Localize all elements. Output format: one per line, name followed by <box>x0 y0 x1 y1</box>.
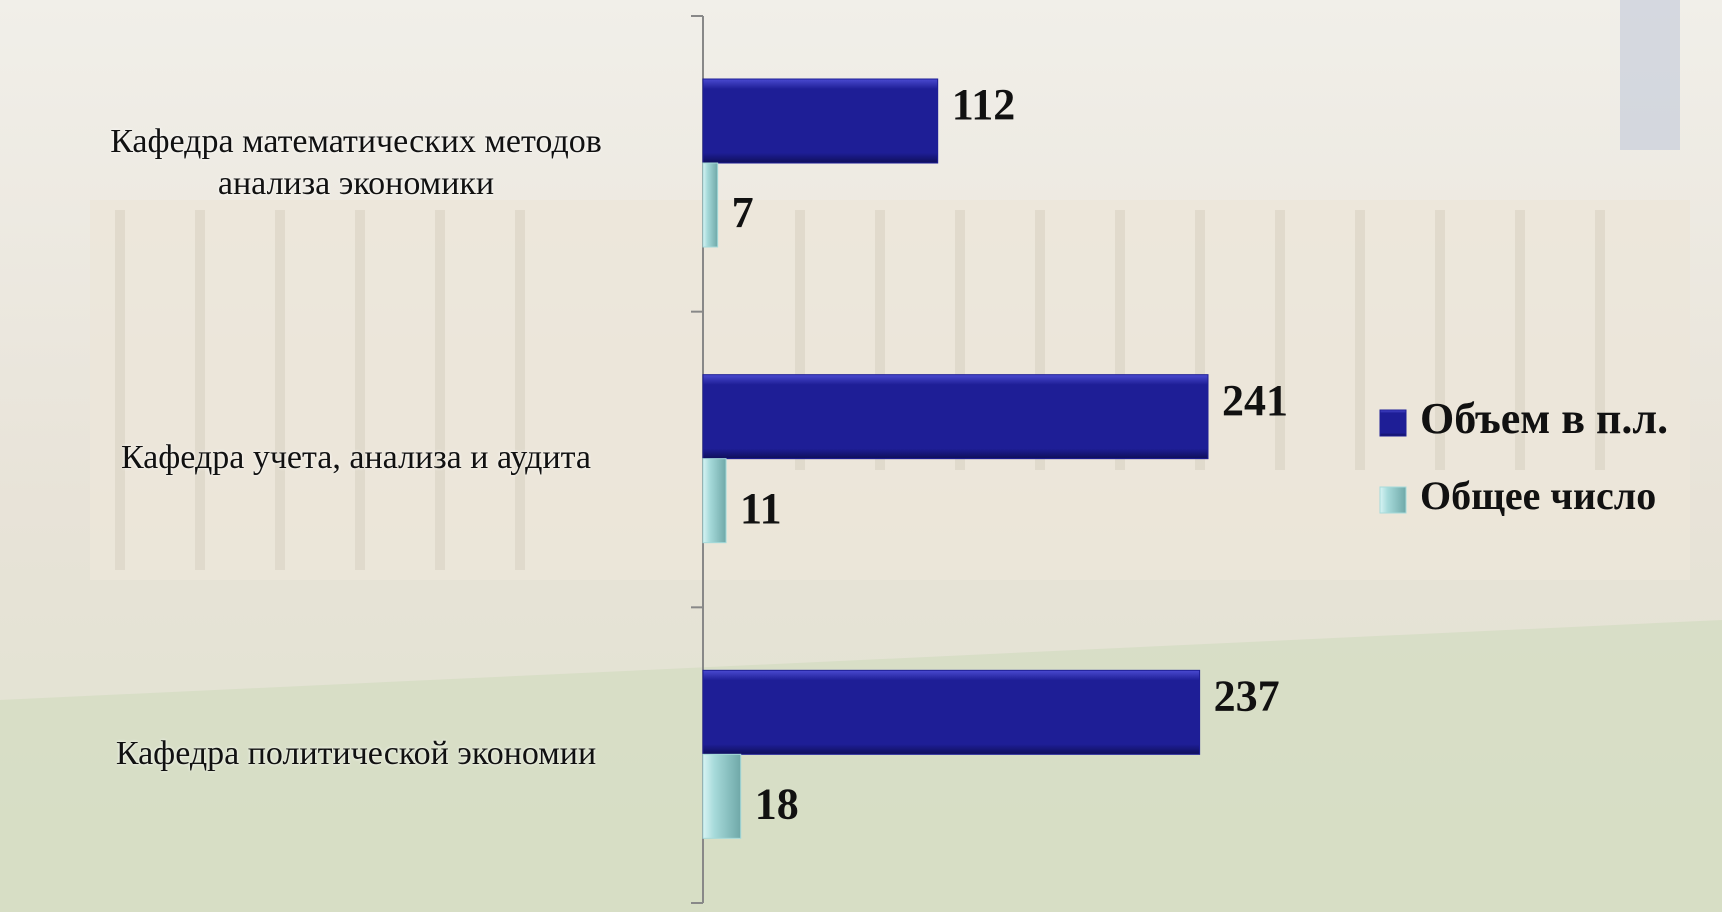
value-label: 11 <box>740 484 782 533</box>
bar <box>703 459 726 543</box>
legend-label: Объем в п.л. <box>1420 394 1668 443</box>
value-label: 237 <box>1214 671 1280 720</box>
category-label: Кафедра учета, анализа и аудита <box>16 437 696 480</box>
bar <box>703 375 1208 459</box>
bar <box>703 754 741 838</box>
category-label: Кафедра политической экономии <box>16 733 696 776</box>
value-label: 18 <box>755 779 799 828</box>
legend-label: Общее число <box>1420 473 1656 518</box>
bar <box>703 79 938 163</box>
value-label: 7 <box>732 188 754 237</box>
value-label: 112 <box>952 80 1016 129</box>
legend-swatch <box>1380 487 1406 513</box>
legend-swatch <box>1380 410 1406 436</box>
bar <box>703 163 718 247</box>
category-label: Кафедра математических методов анализа э… <box>16 121 696 206</box>
page: 11272411123718Объем в п.л.Общее число ((… <box>0 0 1722 912</box>
value-label: 241 <box>1222 376 1288 425</box>
bar <box>703 670 1200 754</box>
